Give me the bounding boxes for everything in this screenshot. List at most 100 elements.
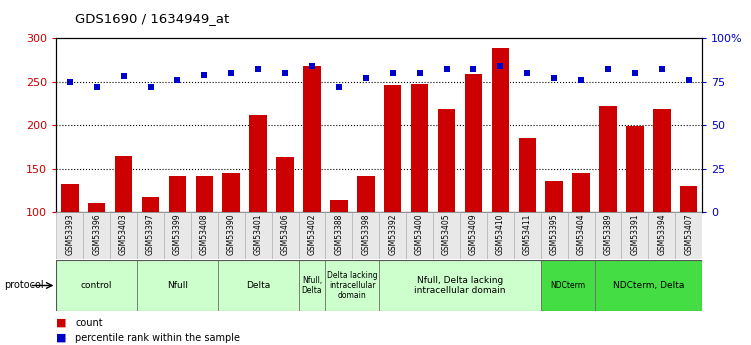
Text: GSM53389: GSM53389 (604, 214, 613, 255)
Bar (545, 181, 563, 299)
Bar (325, 212, 352, 259)
Bar (541, 212, 568, 259)
Point (252, 67, 264, 72)
Text: GSM53396: GSM53396 (92, 214, 101, 255)
Point (144, 84, 156, 89)
Text: control: control (81, 281, 113, 290)
Bar (303, 66, 321, 299)
Bar (169, 176, 186, 299)
Point (333, 84, 345, 89)
Point (548, 75, 560, 81)
Bar (83, 212, 110, 259)
Point (387, 70, 399, 76)
Bar (115, 156, 132, 299)
Text: GSM53395: GSM53395 (550, 214, 559, 255)
Bar (137, 260, 218, 310)
Bar (276, 157, 294, 299)
Bar (492, 48, 509, 299)
Bar (568, 212, 595, 259)
Text: GSM53405: GSM53405 (442, 214, 451, 255)
Text: GSM53398: GSM53398 (361, 214, 370, 255)
Bar (438, 109, 455, 299)
Bar (137, 212, 164, 259)
Text: protocol: protocol (4, 280, 44, 289)
Text: GSM53402: GSM53402 (307, 214, 316, 255)
Point (306, 63, 318, 69)
Point (602, 67, 614, 72)
Text: GSM53399: GSM53399 (173, 214, 182, 255)
Point (683, 77, 695, 82)
Bar (249, 116, 267, 299)
Text: GSM53409: GSM53409 (469, 214, 478, 255)
Text: ■: ■ (56, 318, 67, 327)
Text: NDCterm, Delta: NDCterm, Delta (613, 281, 684, 290)
Text: GSM53410: GSM53410 (496, 214, 505, 255)
Point (575, 77, 587, 82)
Text: GDS1690 / 1634949_at: GDS1690 / 1634949_at (75, 12, 229, 25)
Point (629, 70, 641, 76)
Bar (88, 204, 105, 299)
Bar (299, 260, 325, 310)
Bar (379, 212, 406, 259)
Text: NDCterm: NDCterm (550, 281, 585, 290)
Bar (325, 260, 379, 310)
Text: Delta lacking
intracellular
domain: Delta lacking intracellular domain (327, 270, 378, 300)
Text: GSM53392: GSM53392 (388, 214, 397, 255)
Bar (164, 212, 191, 259)
Bar (680, 186, 698, 299)
Text: GSM53403: GSM53403 (119, 214, 128, 255)
Text: percentile rank within the sample: percentile rank within the sample (75, 333, 240, 343)
Bar (411, 84, 428, 299)
Point (467, 67, 479, 72)
Bar (653, 109, 671, 299)
Point (414, 70, 426, 76)
Bar (465, 74, 482, 299)
Bar (330, 200, 348, 299)
Bar (599, 106, 617, 299)
Point (279, 70, 291, 76)
Bar (379, 260, 541, 310)
Bar (384, 85, 402, 299)
Text: Nfull,
Delta: Nfull, Delta (302, 276, 322, 295)
Bar (433, 212, 460, 259)
Bar (460, 212, 487, 259)
Text: ■: ■ (56, 333, 67, 343)
Bar (357, 176, 375, 299)
Bar (110, 212, 137, 259)
Bar (518, 138, 536, 299)
Text: Nfull: Nfull (167, 281, 188, 290)
Bar (595, 260, 702, 310)
Bar (626, 126, 644, 299)
Point (441, 67, 453, 72)
Bar (299, 212, 325, 259)
Bar (572, 173, 590, 299)
Bar (675, 212, 702, 259)
Point (225, 70, 237, 76)
Point (198, 72, 210, 77)
Bar (245, 212, 272, 259)
Bar (218, 212, 245, 259)
Bar (142, 197, 159, 299)
Bar (218, 260, 299, 310)
Point (118, 73, 130, 79)
Text: GSM53408: GSM53408 (200, 214, 209, 255)
Point (521, 70, 533, 76)
Text: GSM53400: GSM53400 (415, 214, 424, 255)
Text: GSM53393: GSM53393 (65, 214, 74, 255)
Text: Delta: Delta (246, 281, 270, 290)
Text: GSM53388: GSM53388 (334, 214, 343, 255)
Text: GSM53411: GSM53411 (523, 214, 532, 255)
Point (360, 75, 372, 81)
Bar (352, 212, 379, 259)
Point (171, 77, 183, 82)
Point (494, 63, 506, 69)
Text: count: count (75, 318, 103, 327)
Text: GSM53397: GSM53397 (146, 214, 155, 255)
Bar (191, 212, 218, 259)
Bar (222, 173, 240, 299)
Bar (487, 212, 514, 259)
Bar (56, 212, 83, 259)
Bar (595, 212, 622, 259)
Text: GSM53390: GSM53390 (227, 214, 236, 255)
Text: GSM53404: GSM53404 (577, 214, 586, 255)
